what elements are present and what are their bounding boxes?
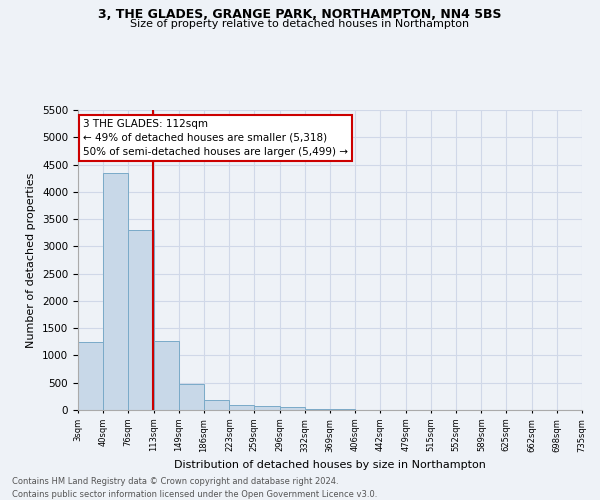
Bar — [305, 409, 330, 410]
Bar — [254, 406, 280, 410]
Bar — [103, 172, 128, 410]
Text: 3, THE GLADES, GRANGE PARK, NORTHAMPTON, NN4 5BS: 3, THE GLADES, GRANGE PARK, NORTHAMPTON,… — [98, 8, 502, 20]
Bar — [179, 384, 204, 410]
Bar — [154, 340, 179, 410]
Bar — [280, 408, 305, 410]
Text: Size of property relative to detached houses in Northampton: Size of property relative to detached ho… — [130, 19, 470, 29]
Y-axis label: Number of detached properties: Number of detached properties — [26, 172, 37, 348]
X-axis label: Distribution of detached houses by size in Northampton: Distribution of detached houses by size … — [174, 460, 486, 470]
Bar — [204, 400, 229, 410]
Bar — [78, 342, 103, 410]
Text: Contains public sector information licensed under the Open Government Licence v3: Contains public sector information licen… — [12, 490, 377, 499]
Text: Contains HM Land Registry data © Crown copyright and database right 2024.: Contains HM Land Registry data © Crown c… — [12, 478, 338, 486]
Text: 3 THE GLADES: 112sqm
← 49% of detached houses are smaller (5,318)
50% of semi-de: 3 THE GLADES: 112sqm ← 49% of detached h… — [83, 119, 348, 157]
Bar — [128, 230, 154, 410]
Bar — [229, 405, 254, 410]
